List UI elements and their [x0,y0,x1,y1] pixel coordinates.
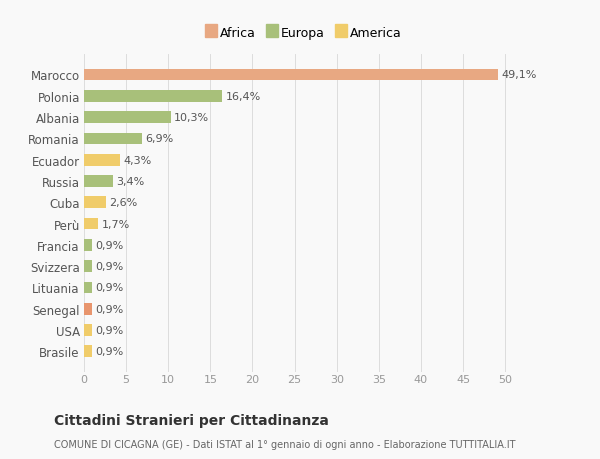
Text: 49,1%: 49,1% [501,70,536,80]
Legend: Africa, Europa, America: Africa, Europa, America [201,23,405,44]
Text: 3,4%: 3,4% [116,177,144,186]
Text: 16,4%: 16,4% [226,92,261,101]
Bar [84,240,92,251]
Text: 0,9%: 0,9% [95,304,123,314]
Text: COMUNE DI CICAGNA (GE) - Dati ISTAT al 1° gennaio di ogni anno - Elaborazione TU: COMUNE DI CICAGNA (GE) - Dati ISTAT al 1… [54,440,515,449]
Bar [84,197,106,209]
Text: 0,9%: 0,9% [95,241,123,250]
Text: 6,9%: 6,9% [145,134,174,144]
Bar [84,69,497,81]
Text: Cittadini Stranieri per Cittadinanza: Cittadini Stranieri per Cittadinanza [54,414,329,428]
Bar [84,91,222,102]
Bar [84,155,120,166]
Bar [84,346,92,358]
Bar [84,282,92,294]
Bar [84,325,92,336]
Text: 1,7%: 1,7% [101,219,130,229]
Text: 0,9%: 0,9% [95,347,123,357]
Text: 10,3%: 10,3% [174,113,209,123]
Text: 2,6%: 2,6% [109,198,137,208]
Text: 4,3%: 4,3% [124,155,152,165]
Text: 0,9%: 0,9% [95,283,123,293]
Text: 0,9%: 0,9% [95,325,123,335]
Bar [84,133,142,145]
Text: 0,9%: 0,9% [95,262,123,272]
Bar [84,112,171,123]
Bar [84,218,98,230]
Bar [84,303,92,315]
Bar [84,176,113,187]
Bar [84,261,92,272]
